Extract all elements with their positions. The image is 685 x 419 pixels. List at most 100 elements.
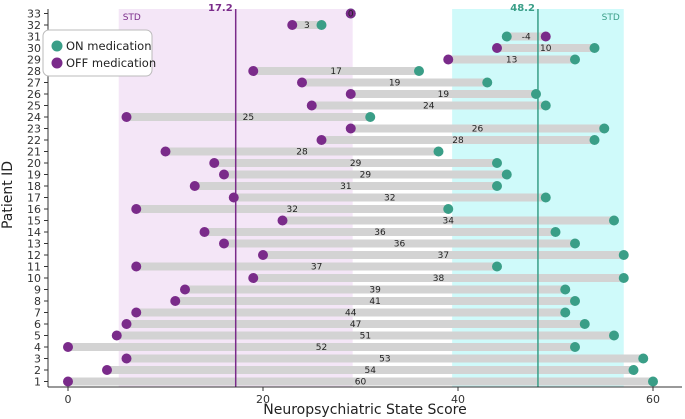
diff-label-patient-26: 19 <box>438 90 450 100</box>
bar-patient-28 <box>253 67 419 75</box>
off-point-patient-27 <box>297 77 307 88</box>
legend-marker-on <box>51 40 63 52</box>
on-point-patient-30 <box>589 43 600 53</box>
y-tick-label: 17 <box>27 192 41 205</box>
bar-patient-7 <box>136 308 566 317</box>
y-tick-label: 20 <box>27 157 41 170</box>
bar-patient-17 <box>233 193 546 202</box>
std-band-label-on: STD <box>602 13 620 23</box>
off-point-patient-23 <box>345 123 356 134</box>
legend-marker-off <box>51 57 63 69</box>
bar-patient-19 <box>224 170 507 179</box>
diff-label-patient-27: 19 <box>389 79 401 89</box>
bar-patient-24 <box>126 113 371 121</box>
diff-label-patient-7: 44 <box>345 309 357 319</box>
diff-label-patient-3: 53 <box>379 355 390 365</box>
diff-label-patient-30: 10 <box>540 44 552 54</box>
y-tick-label: 33 <box>27 8 41 21</box>
bar-patient-29 <box>448 55 575 64</box>
diff-label-patient-33: 0 <box>348 10 354 20</box>
bar-patient-21 <box>165 147 439 156</box>
diff-label-patient-16: 32 <box>287 205 298 215</box>
diff-label-patient-2: 54 <box>365 366 377 376</box>
on-point-patient-20 <box>492 158 502 168</box>
bar-patient-12 <box>263 251 624 259</box>
bar-patient-26 <box>350 90 536 98</box>
bar-patient-8 <box>175 297 575 305</box>
y-tick-label: 15 <box>27 215 41 228</box>
y-tick-label: 1 <box>34 376 41 389</box>
y-tick-label: 3 <box>34 353 41 366</box>
mean-label-on: 48.2 <box>510 3 535 14</box>
y-tick-label: 9 <box>34 284 41 297</box>
on-point-patient-16 <box>443 204 454 214</box>
diff-label-patient-32: 3 <box>304 21 310 31</box>
legend: ON medication OFF medication <box>42 29 156 77</box>
y-tick-label: 5 <box>34 330 41 343</box>
off-point-patient-22 <box>316 135 327 145</box>
y-tick-label: 22 <box>27 134 41 147</box>
on-point-patient-26 <box>531 89 541 99</box>
off-point-patient-11 <box>131 261 142 272</box>
bar-patient-27 <box>302 78 488 87</box>
y-tick-label: 27 <box>27 77 41 90</box>
x-axis-title: Neuropsychiatric State Score <box>263 402 466 418</box>
off-point-patient-13 <box>219 238 229 249</box>
bar-patient-5 <box>116 331 614 340</box>
diff-label-patient-25: 24 <box>423 102 435 112</box>
on-point-patient-18 <box>492 181 502 191</box>
on-point-patient-12 <box>618 250 629 260</box>
on-point-patient-3 <box>638 353 649 364</box>
on-point-patient-29 <box>570 54 580 65</box>
bar-patient-30 <box>497 44 595 52</box>
off-point-patient-32 <box>287 20 298 30</box>
diff-label-patient-8: 41 <box>369 297 380 307</box>
bar-patient-11 <box>136 262 497 271</box>
diff-label-patient-1: 60 <box>355 378 367 388</box>
bar-patient-25 <box>311 101 546 110</box>
off-point-patient-14 <box>199 227 210 237</box>
y-tick-label: 21 <box>27 146 41 159</box>
y-tick-label: 12 <box>27 249 41 262</box>
off-point-patient-21 <box>160 146 171 157</box>
y-tick-label: 25 <box>27 100 41 113</box>
bar-patient-22 <box>321 136 595 144</box>
on-point-patient-5 <box>609 330 619 341</box>
on-point-patient-11 <box>492 261 502 272</box>
diff-label-patient-14: 36 <box>374 228 386 238</box>
x-tick-label: 40 <box>451 393 465 406</box>
y-tick-label: 10 <box>27 272 41 285</box>
y-tick-label: 23 <box>27 123 41 136</box>
bar-patient-32 <box>292 21 322 29</box>
off-point-patient-15 <box>277 215 288 226</box>
on-point-patient-23 <box>599 123 610 134</box>
y-tick-label: 31 <box>27 31 41 44</box>
diff-label-patient-23: 26 <box>472 125 484 135</box>
off-point-patient-10 <box>248 273 259 283</box>
diff-label-patient-22: 28 <box>452 136 464 146</box>
bar-patient-18 <box>194 182 497 190</box>
diff-label-patient-29: 13 <box>506 56 517 66</box>
diff-label-patient-4: 52 <box>316 343 327 353</box>
on-point-patient-9 <box>560 284 571 295</box>
on-point-patient-15 <box>609 215 619 226</box>
legend-label-on: ON medication <box>66 39 151 53</box>
diff-label-patient-11: 37 <box>311 263 322 273</box>
off-point-patient-3 <box>121 353 132 364</box>
off-point-patient-2 <box>102 365 112 375</box>
bar-patient-20 <box>214 159 497 167</box>
bar-patient-13 <box>224 239 575 248</box>
x-tick-label: 60 <box>646 393 660 406</box>
diff-label-patient-28: 17 <box>330 67 341 77</box>
diff-label-patient-15: 34 <box>443 217 455 227</box>
on-point-patient-32 <box>316 20 327 30</box>
y-tick-label: 8 <box>34 295 41 308</box>
y-tick-label: 2 <box>34 364 41 377</box>
y-tick-label: 16 <box>27 203 41 216</box>
diff-label-patient-10: 38 <box>433 274 445 284</box>
y-tick-label: 14 <box>27 226 41 239</box>
on-point-patient-22 <box>589 135 600 145</box>
x-tick-label: 20 <box>256 393 270 406</box>
off-point-patient-7 <box>131 307 142 318</box>
